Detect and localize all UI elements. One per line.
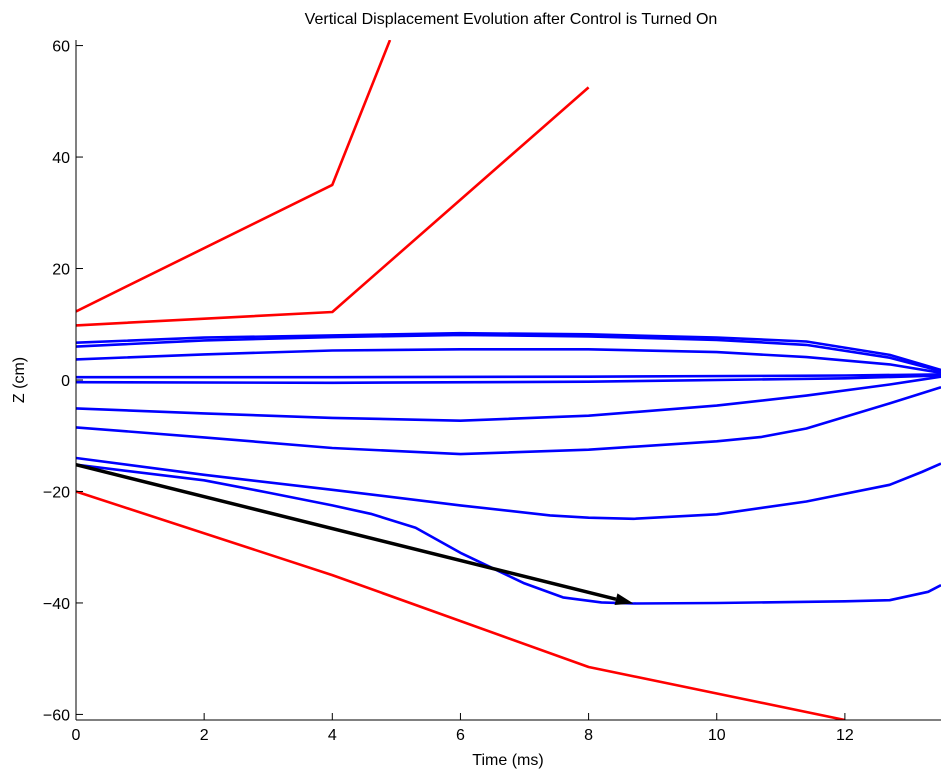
unstable-series-line-2 [76,490,846,720]
x-tick-label: 6 [456,727,465,744]
annotation-layer [75,463,634,605]
chart-title: Vertical Displacement Evolution after Co… [305,11,718,28]
controlled-series-line-7 [76,374,941,385]
arrow-head-0 [614,593,634,605]
y-tick-label: −60 [43,707,70,724]
y-tick-label: 40 [52,150,70,167]
y-tick-label: 0 [61,373,70,390]
controlled-series-line-4 [76,333,941,373]
axes: 0 2 4 6 8 10 12 −60 −40 −20 0 20 40 60 [43,39,941,744]
x-tick-label: 4 [328,727,337,744]
controlled-series-line-10 [76,456,941,521]
y-tick-label: −40 [43,596,70,613]
unstable-series-line-0 [76,40,392,313]
x-tick-label: 12 [836,727,854,744]
controlled-series-line-9 [76,385,941,456]
controlled-series-line-5 [76,347,941,375]
controlled-series-line-8 [76,375,941,423]
y-tick-label: 20 [52,262,70,279]
y-axis-label: Z (cm) [11,357,28,403]
x-tick-label: 10 [708,727,726,744]
y-tick-label: −20 [43,484,70,501]
series-layer [76,40,941,720]
unstable-series-line-1 [76,86,590,327]
x-tick-label: 2 [200,727,209,744]
x-tick-label: 8 [584,727,593,744]
y-tick-label: 60 [52,39,70,56]
controlled-series-line-3 [76,331,941,372]
arrow-shaft-0 [75,463,617,601]
x-tick-label: 0 [72,727,81,744]
controlled-series-line-11 [76,463,941,605]
x-axis-label: Time (ms) [472,752,543,769]
controlled-series-line-6 [76,373,941,379]
